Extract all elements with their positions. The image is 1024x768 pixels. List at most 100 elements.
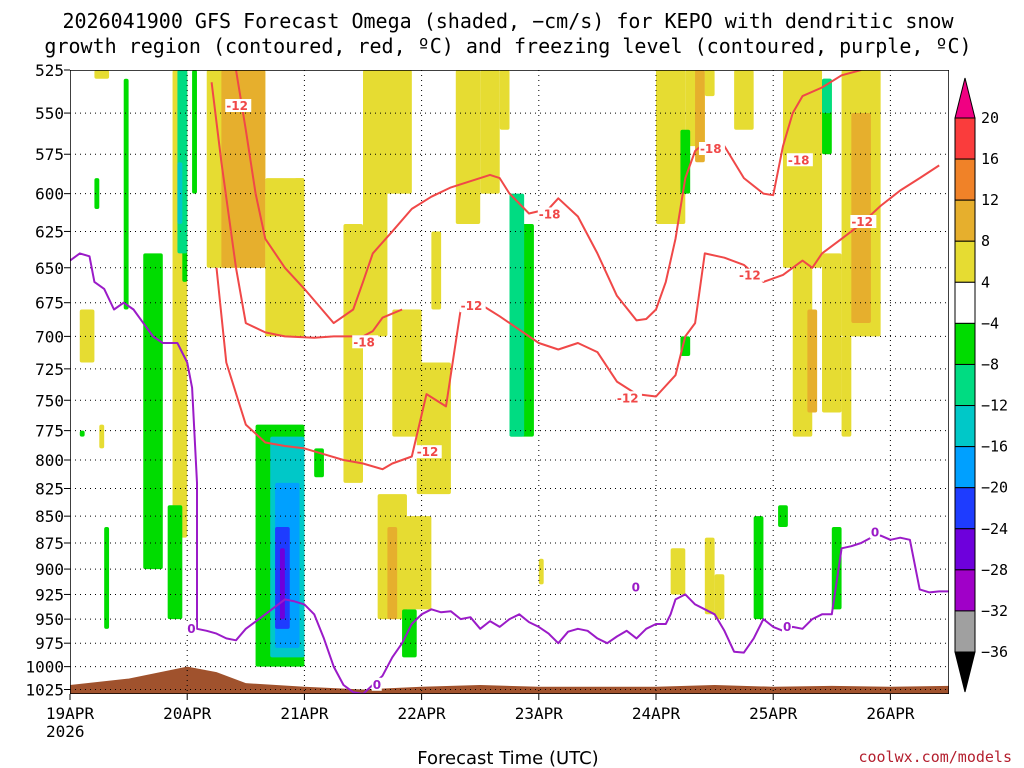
colorbar-tick-label: 8 — [981, 232, 990, 250]
contour-lines — [70, 70, 949, 694]
x-axis-ticks: 19APR 20APR 21APR 22APR 23APR 24APR 25APR 26APR — [46, 694, 915, 723]
colorbar-box — [954, 528, 976, 571]
colorbar-box — [954, 240, 976, 283]
contour-label: 0 — [373, 678, 381, 692]
omega-shade-region — [221, 70, 266, 268]
omega-shading — [79, 70, 881, 667]
omega-shade-region — [387, 526, 398, 620]
omega-shade-region — [841, 336, 852, 437]
colorbar-tick-label: −16 — [981, 438, 1008, 456]
y-tick-label: 525 — [35, 61, 64, 80]
omega-shade-region — [314, 448, 324, 478]
y-tick-label: 650 — [35, 259, 64, 278]
contour-label: -12 — [851, 215, 873, 229]
terrain-surface — [70, 666, 949, 694]
contour-label: -12 — [226, 99, 248, 113]
colorbar-box — [954, 569, 976, 612]
grid-lines — [70, 70, 949, 694]
colorbar-tick-label: 12 — [981, 191, 999, 209]
y-axis-ticks: 525 550 575 600 625 650 675 700 725 750 775 800 825 8… — [25, 61, 70, 699]
contour-label-bg — [225, 99, 252, 113]
x-tick-label: 19APR — [46, 704, 95, 723]
credit-text: coolwx.com/models — [858, 748, 1012, 766]
contour-label-bg — [186, 621, 197, 635]
omega-shade-region — [294, 178, 305, 254]
omega-shade-region — [79, 430, 85, 437]
omega-shade-region — [538, 558, 544, 585]
x-tick-label: 24APR — [632, 704, 681, 723]
y-tick-label: 675 — [35, 294, 64, 313]
omega-shade-region — [123, 78, 129, 310]
omega-shade-region — [753, 516, 764, 620]
omega-shade-region — [680, 129, 691, 194]
y-tick-label: 1000 — [25, 658, 64, 677]
omega-shade-region — [402, 516, 432, 610]
colorbar-tick-label: −20 — [981, 479, 1008, 497]
omega-shade-region — [455, 70, 481, 225]
omega-shade-region — [177, 162, 183, 225]
contour-label-bg — [459, 299, 486, 313]
contour-label-bg — [850, 215, 877, 229]
contour-label: -18 — [539, 208, 561, 222]
omega-shade-region — [480, 70, 500, 194]
y-tick-label: 775 — [35, 422, 64, 441]
colorbar-box — [954, 446, 976, 489]
omega-shade-region — [416, 362, 451, 495]
contour-label: 0 — [783, 620, 791, 634]
y-tick-label: 850 — [35, 507, 64, 526]
contour-line — [235, 70, 862, 325]
chart-title-line1: 2026041900 GFS Forecast Omega (shaded, −… — [62, 9, 954, 33]
colorbar-box — [954, 610, 976, 653]
omega-shade-region — [431, 231, 442, 310]
omega-shade-region — [279, 548, 285, 620]
omega-shade-region — [822, 78, 832, 114]
colorbar-box — [954, 117, 976, 160]
y-tick-label: 950 — [35, 610, 64, 629]
colorbar-tick-label: −32 — [981, 602, 1008, 620]
colorbar-tick-label: −12 — [981, 397, 1008, 415]
omega-shade-region — [656, 70, 686, 225]
x-tick-label: 26APR — [866, 704, 915, 723]
contour-line — [70, 252, 949, 694]
colorbar-tick-label: −24 — [981, 520, 1008, 538]
colorbar-box — [954, 281, 976, 324]
omega-shade-region — [104, 526, 110, 629]
omega-shade-region — [778, 505, 788, 527]
contour-label-bg — [352, 335, 379, 349]
omega-shade-region — [143, 253, 163, 570]
colorbar-tick-label: 16 — [981, 150, 999, 168]
contour-label-bg — [630, 580, 641, 594]
omega-shade-region — [99, 424, 105, 449]
colorbar-box — [954, 487, 976, 530]
contour-label-bg — [738, 268, 765, 282]
contour-labels: -12 -12 -12 -12 -12 -12 -18 -18 -18 -18 0 0 0 0 0 — [186, 99, 880, 692]
y-tick-label: 800 — [35, 451, 64, 470]
omega-shade-region — [782, 70, 823, 268]
contour-label: -12 — [739, 269, 761, 283]
omega-shade-region — [822, 253, 842, 413]
contour-label: 0 — [632, 580, 640, 594]
colorbar-box — [954, 363, 976, 407]
chart-title-line2: growth region (contoured, red, ºC) and f… — [44, 34, 971, 58]
omega-shade-region — [177, 70, 188, 254]
omega-shade-region — [704, 537, 715, 615]
omega-shade-region — [704, 70, 715, 97]
contour-label: -18 — [353, 335, 375, 349]
omega-shade-region — [192, 70, 197, 194]
colorbar-tick-label: 4 — [981, 273, 990, 291]
y-tick-label: 825 — [35, 480, 64, 499]
y-tick-label: 750 — [35, 391, 64, 410]
colorbar-box — [954, 322, 976, 365]
y-tick-label: 575 — [35, 145, 64, 164]
omega-shade-region — [695, 70, 705, 163]
contour-line — [215, 164, 940, 471]
omega-shade-region — [392, 309, 422, 437]
colorbar-box — [954, 158, 976, 201]
terrain-layer — [70, 666, 949, 694]
y-tick-label: 700 — [35, 327, 64, 346]
colorbar-tick-label: −4 — [981, 314, 999, 332]
y-tick-label: 975 — [35, 634, 64, 653]
omega-shade-region — [167, 505, 183, 620]
colorbar: 20 16 12 8 4 −4 −8 −12 −16 −20 −24 −28 −32 −36 — [954, 77, 1008, 693]
